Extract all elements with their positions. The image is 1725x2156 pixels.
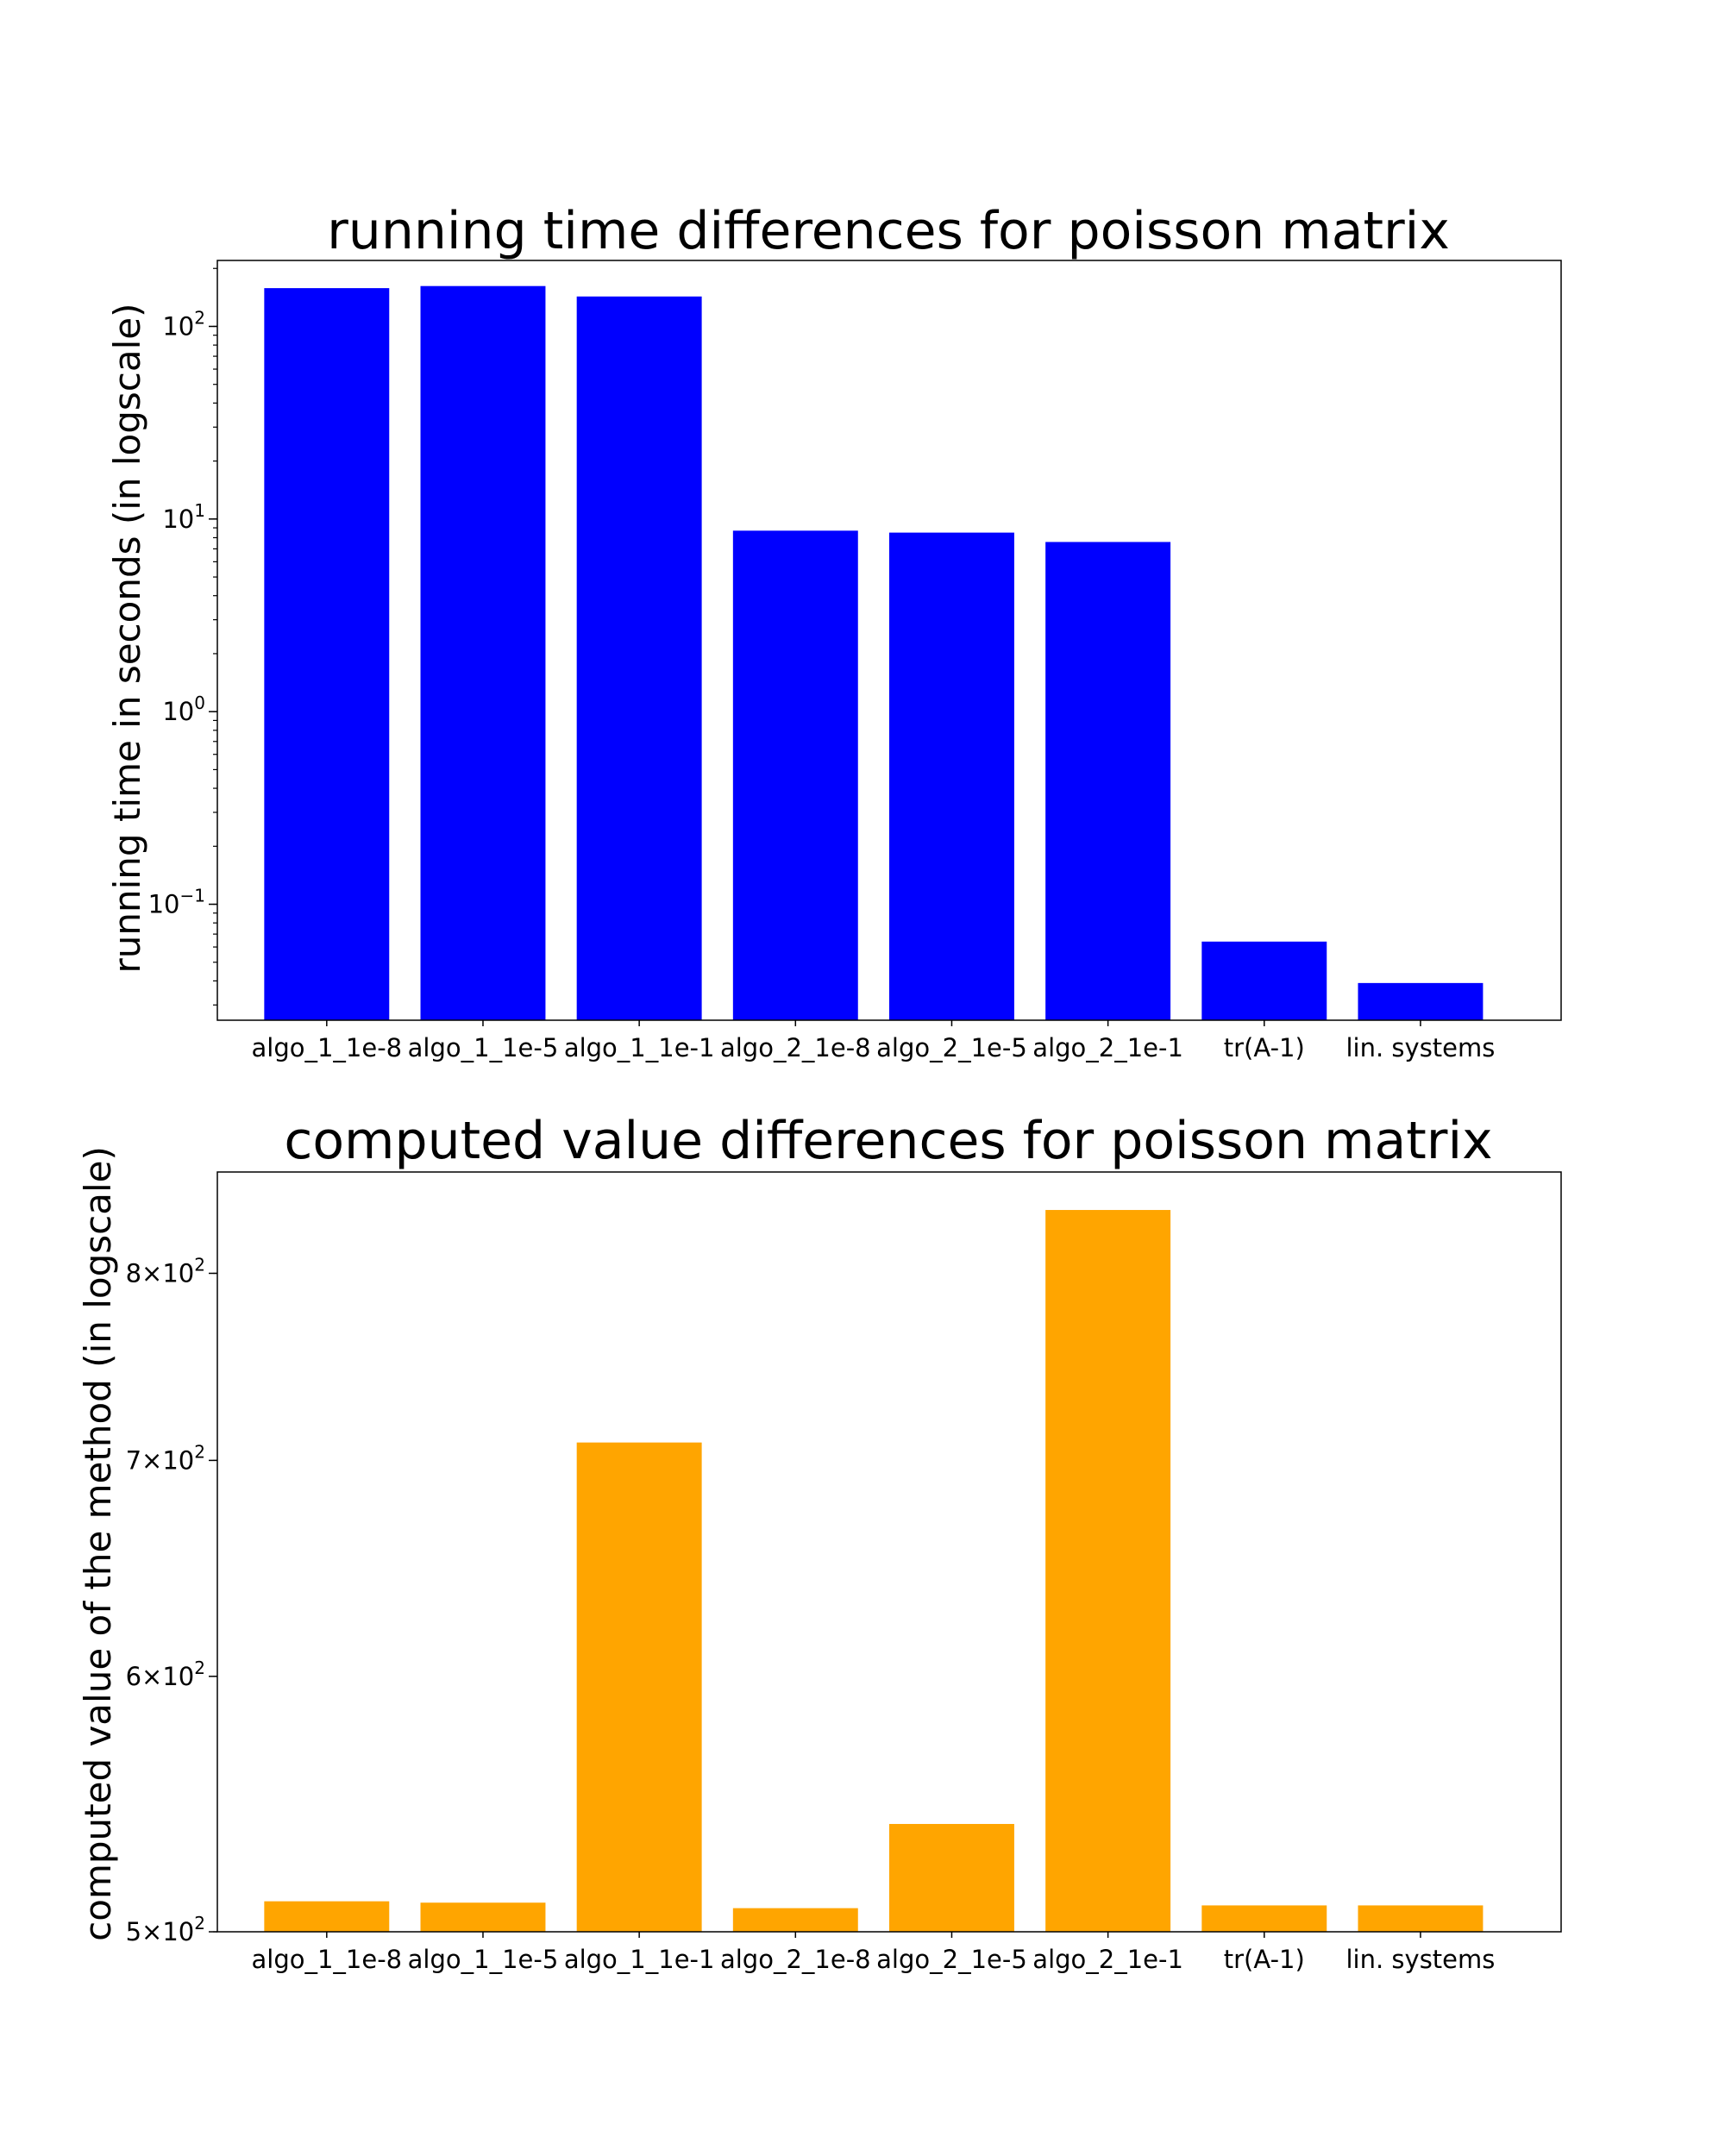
x-tick-label: algo_1_1e-8	[251, 1033, 402, 1062]
x-tick-label: algo_1_1e-8	[251, 1945, 402, 1974]
y-tick-label: 101	[162, 500, 205, 534]
bars	[264, 285, 1484, 1021]
x-tick-label: algo_2_1e-1	[1032, 1945, 1183, 1974]
running-time-chart: running time differences for poisson mat…	[106, 201, 1562, 1062]
plot-frame	[216, 260, 1562, 1021]
x-tick-label: algo_1_1e-5	[408, 1033, 559, 1062]
x-tick-labels: algo_1_1e-8 algo_1_1e-5 algo_1_1e-1 algo_2_…	[251, 1020, 1495, 1062]
bar-1	[420, 1902, 546, 1932]
bar-4	[889, 1823, 1014, 1932]
bar-7	[1358, 982, 1484, 1020]
bar-2	[576, 1442, 702, 1932]
y-axis-label: computed value of the method (in logscal…	[77, 1146, 119, 1941]
y-tick-label: 8×102	[126, 1254, 205, 1288]
bar-6	[1201, 1905, 1327, 1932]
x-tick-label: algo_2_1e-1	[1032, 1033, 1183, 1062]
x-tick-label: algo_1_1e-1	[564, 1033, 715, 1062]
bar-0	[264, 288, 390, 1020]
x-tick-label: algo_2_1e-5	[876, 1945, 1027, 1974]
y-tick-label: 5×102	[126, 1913, 205, 1946]
y-axis-label: running time in seconds (in logscale)	[106, 304, 148, 974]
bar-5	[1045, 1210, 1171, 1932]
x-tick-label: algo_1_1e-1	[564, 1945, 715, 1974]
chart-title: computed value differences for poisson m…	[284, 1111, 1492, 1171]
computed-value-chart: computed value differences for poisson m…	[77, 1111, 1562, 1974]
y-tick-label: 7×102	[126, 1441, 205, 1475]
x-tick-label: algo_2_1e-8	[720, 1033, 871, 1062]
bar-5	[1045, 542, 1171, 1020]
chart-title: running time differences for poisson mat…	[327, 201, 1450, 261]
y-major-ticks: 10−1 100 101 102	[148, 307, 217, 919]
plot-frame	[216, 1171, 1562, 1933]
bar-3	[732, 1908, 858, 1932]
x-tick-label: tr(A-1)	[1224, 1033, 1305, 1062]
y-tick-label: 102	[162, 307, 205, 341]
x-tick-label: algo_2_1e-8	[720, 1945, 871, 1974]
x-tick-label: algo_2_1e-5	[876, 1033, 1027, 1062]
y-major-ticks: 5×102 6×102 7×102 8×102	[126, 1254, 217, 1946]
x-tick-label: tr(A-1)	[1224, 1945, 1305, 1974]
bar-4	[889, 532, 1014, 1020]
bar-7	[1358, 1905, 1484, 1932]
x-tick-labels: algo_1_1e-8 algo_1_1e-5 algo_1_1e-1 algo_2_…	[251, 1932, 1495, 1974]
x-tick-label: lin. systems	[1346, 1945, 1496, 1974]
bar-1	[420, 285, 546, 1020]
y-tick-label: 10−1	[148, 886, 205, 919]
bar-3	[732, 530, 858, 1020]
y-minor-ticks	[213, 267, 217, 1006]
bar-0	[264, 1901, 390, 1932]
bars	[264, 1210, 1484, 1932]
y-tick-label: 6×102	[126, 1658, 205, 1691]
y-tick-label: 100	[162, 693, 205, 726]
bar-6	[1201, 941, 1327, 1020]
bar-2	[576, 296, 702, 1021]
x-tick-label: lin. systems	[1346, 1033, 1496, 1062]
x-tick-label: algo_1_1e-5	[408, 1945, 559, 1974]
